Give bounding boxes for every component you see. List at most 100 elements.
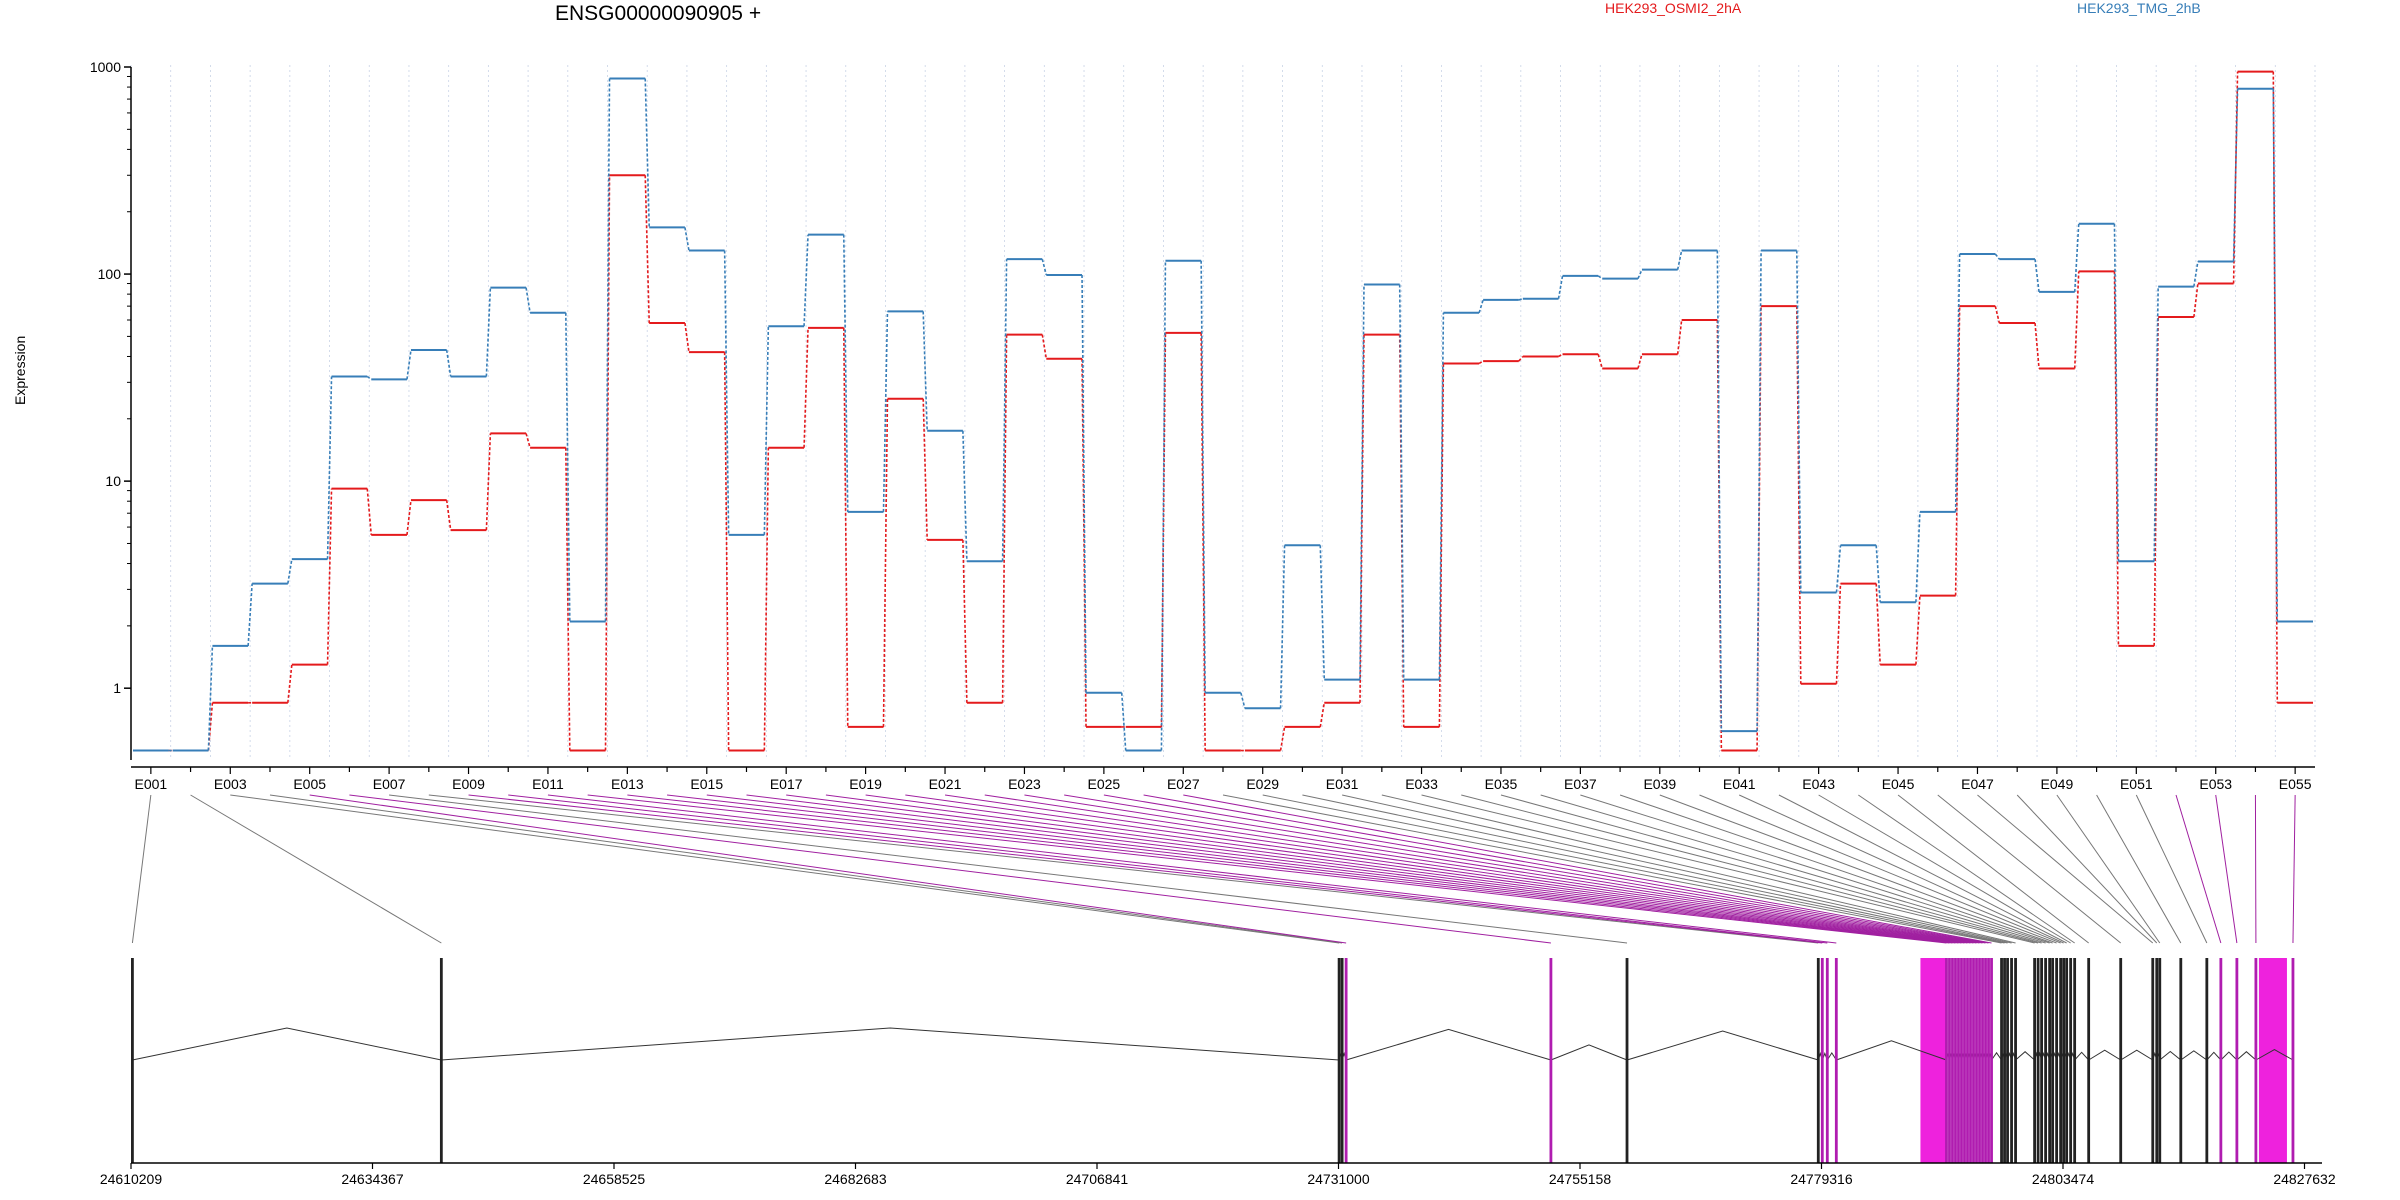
exon-link — [547, 794, 1837, 944]
intron-arc — [2255, 1048, 2294, 1061]
exon-bar — [2048, 958, 2052, 1163]
expression-connector — [723, 352, 730, 751]
exon-bar — [1951, 958, 1954, 1163]
genomic-tick-label: 24803474 — [2032, 1171, 2095, 1187]
expression-connector — [1518, 355, 1524, 362]
expression-connector — [962, 430, 968, 562]
x-tick-label: E023 — [1008, 776, 1041, 792]
exon-bar — [2254, 958, 2258, 1163]
x-tick-label: E037 — [1564, 776, 1597, 792]
exon-bar — [2003, 958, 2006, 1163]
intron-arc — [1345, 1028, 1552, 1061]
exon-link — [1580, 794, 2050, 944]
expression-connector — [525, 287, 531, 313]
expression-connector — [445, 349, 452, 377]
x-tick-label: E055 — [2279, 776, 2312, 792]
exon-link — [1739, 794, 2064, 944]
exon-link — [428, 794, 1819, 944]
expression-connector — [1954, 306, 1961, 596]
exon-bar — [1816, 958, 1820, 1163]
intron-arc — [2088, 1049, 2121, 1061]
expression-connector — [842, 327, 849, 727]
x-tick-label: E027 — [1167, 776, 1200, 792]
expression-connector — [1558, 353, 1563, 358]
exon-bar — [1963, 958, 1966, 1163]
exon-link — [508, 794, 1828, 944]
exon-bar — [1969, 958, 1972, 1163]
exon-bar — [1966, 958, 1969, 1163]
expression-connector — [1438, 312, 1445, 680]
exon-bar — [2155, 958, 2159, 1163]
exon-link — [2056, 794, 2161, 944]
exon-link — [825, 794, 1965, 944]
exon-link — [2096, 794, 2182, 944]
exon-link — [230, 794, 1340, 944]
expression-connector — [2272, 88, 2279, 622]
expression-connector — [1954, 253, 1961, 512]
expression-connector — [2232, 71, 2239, 284]
exon-bar — [1984, 958, 1987, 1163]
genomic-tick-label: 24682683 — [824, 1171, 887, 1187]
expression-connector — [1557, 275, 1564, 299]
exon-bar — [1987, 958, 1990, 1163]
exon-bar — [1340, 958, 1344, 1163]
expression-connector — [2034, 259, 2040, 293]
expression-connector — [1398, 284, 1405, 680]
x-tick-label: E051 — [2120, 776, 2153, 792]
exon-bar — [1945, 958, 1948, 1163]
exon-link — [706, 794, 1956, 944]
intron-arc — [2236, 1051, 2257, 1061]
exon-link — [1222, 794, 2002, 944]
exon-link — [1699, 794, 2061, 944]
intron-arc — [132, 1027, 442, 1061]
exon-link — [389, 794, 1628, 944]
x-tick-label: E013 — [611, 776, 644, 792]
exon-link — [190, 794, 442, 944]
intron-arc — [1991, 1051, 2002, 1061]
y-tick-label: 1000 — [90, 59, 121, 75]
exon-link — [269, 794, 1343, 944]
expression-connector — [2232, 88, 2239, 262]
expression-connector — [1359, 284, 1365, 680]
exon-bar — [2179, 958, 2183, 1163]
exon-bar — [2291, 958, 2295, 1163]
expression-connector — [1478, 360, 1484, 365]
expression-connector — [1637, 354, 1643, 369]
exon-bar — [2158, 958, 2162, 1163]
expression-connector — [1637, 269, 1643, 280]
exon-bar — [2040, 958, 2044, 1163]
intron-arc — [2074, 1051, 2090, 1061]
expression-connector — [565, 447, 571, 751]
highlighted-exon-block — [2258, 958, 2287, 1163]
exon-bar — [131, 958, 134, 1163]
intron-arc — [1836, 1040, 1947, 1061]
expression-connector — [1001, 334, 1008, 703]
exon-link — [2292, 794, 2296, 944]
exon-link — [1619, 794, 2053, 944]
expression-connector — [1240, 692, 1246, 709]
genomic-tick-label: 24731000 — [1307, 1171, 1370, 1187]
exon-link — [468, 794, 1823, 944]
x-tick-label: E003 — [214, 776, 247, 792]
genomic-tick-label: 24634367 — [341, 1171, 404, 1187]
expression-connector — [2193, 283, 2199, 318]
x-tick-label: E007 — [373, 776, 406, 792]
x-tick-label: E015 — [690, 776, 723, 792]
expression-connector — [1795, 250, 1802, 593]
genomic-tick-label: 24755158 — [1549, 1171, 1612, 1187]
expression-connector — [882, 311, 889, 512]
exon-link — [627, 794, 1950, 944]
exon-link — [1262, 794, 2005, 944]
expression-connector — [1597, 275, 1603, 280]
genomic-axis: 24610209 24634367 24658525 24682683 24706841… — [100, 1162, 2336, 1187]
x-tick-label: E029 — [1246, 776, 1279, 792]
expression-connector — [604, 175, 611, 751]
expression-connector — [2113, 271, 2120, 646]
expression-connector — [565, 312, 571, 622]
exon-bar — [1975, 958, 1978, 1163]
exon-link — [1381, 794, 2016, 944]
exon-link-lines — [131, 794, 2296, 944]
expression-connector — [1795, 306, 1802, 684]
exon-link — [1818, 794, 2071, 944]
